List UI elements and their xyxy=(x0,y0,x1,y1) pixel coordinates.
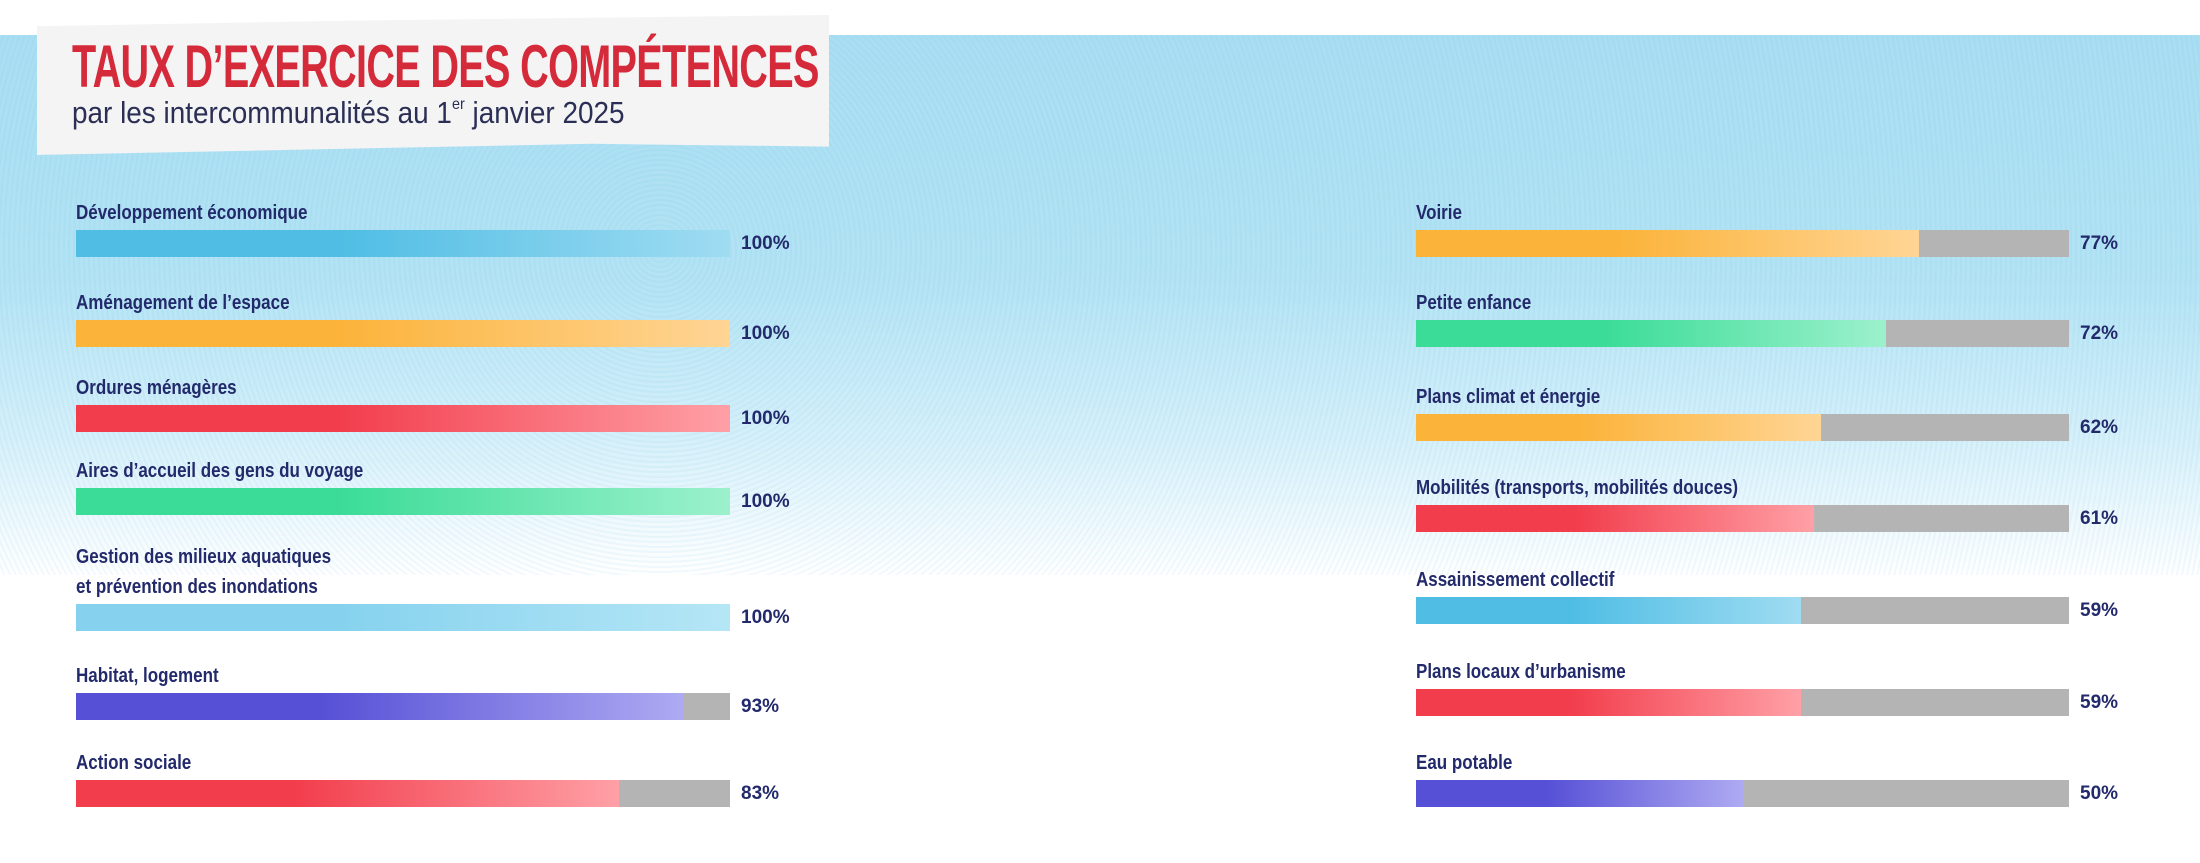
bar-remainder xyxy=(1416,230,2069,257)
bar-remainder xyxy=(76,320,730,347)
value-label: 83% xyxy=(741,783,780,804)
bar-fill xyxy=(1416,597,1802,624)
bar-label: Petite enfance xyxy=(1416,292,1532,314)
bar-fill xyxy=(1416,689,1802,716)
value-label: 50% xyxy=(2080,783,2119,804)
bar-remainder xyxy=(1416,414,2069,441)
bar-label: Aires d’accueil des gens du voyage xyxy=(76,460,364,482)
bar-fill xyxy=(1416,780,1743,807)
bar-remainder xyxy=(76,780,730,807)
bar-label: Habitat, logement xyxy=(76,665,219,687)
value-label: 72% xyxy=(2080,323,2119,344)
value-label: 100% xyxy=(741,323,790,344)
bar-label: Gestion des milieux aquatiques et préven… xyxy=(76,546,332,598)
value-label: 62% xyxy=(2080,417,2119,438)
bar-fill xyxy=(1416,414,1821,441)
value-label: 77% xyxy=(2080,233,2119,254)
bar-label: Aménagement de l’espace xyxy=(76,292,290,314)
bar-remainder xyxy=(76,230,730,257)
value-label: 61% xyxy=(2080,508,2119,529)
bar-fill xyxy=(1416,320,1887,347)
bar-remainder xyxy=(1416,505,2069,532)
bar-remainder xyxy=(1416,320,2069,347)
value-label: 93% xyxy=(741,696,780,717)
bar-remainder xyxy=(1416,597,2069,624)
bar-remainder xyxy=(76,488,730,515)
bar-label: Action sociale xyxy=(76,752,192,774)
bar-remainder xyxy=(76,405,730,432)
value-label: 100% xyxy=(741,607,790,628)
chart-subtitle: par les intercommunalités au 1er janvier… xyxy=(72,95,625,131)
bar-fill xyxy=(76,488,730,515)
bar-label: Mobilités (transports, mobilités douces) xyxy=(1416,477,1739,499)
bar-fill xyxy=(76,405,730,432)
bar-label: Assainissement collectif xyxy=(1416,569,1615,591)
title-card xyxy=(37,15,829,155)
bar-remainder xyxy=(76,693,730,720)
bar-label: Eau potable xyxy=(1416,752,1513,774)
value-label: 100% xyxy=(741,491,790,512)
bar-fill xyxy=(76,693,685,720)
bar-label: Plans locaux d’urbanisme xyxy=(1416,661,1626,683)
bar-label: Voirie xyxy=(1416,202,1462,224)
bar-fill xyxy=(76,320,730,347)
value-label: 100% xyxy=(741,408,790,429)
value-label: 59% xyxy=(2080,600,2119,621)
subtitle-superscript: er xyxy=(451,96,465,113)
bar-label: Plans climat et énergie xyxy=(1416,386,1601,408)
value-label: 59% xyxy=(2080,692,2119,713)
bar-label: Ordures ménagères xyxy=(76,377,237,399)
bar-fill xyxy=(76,604,730,631)
bar-remainder xyxy=(76,604,730,631)
bar-remainder xyxy=(1416,689,2069,716)
subtitle-text: par les intercommunalités au 1 xyxy=(72,95,452,130)
subtitle-date: janvier 2025 xyxy=(464,95,625,130)
value-label: 100% xyxy=(741,233,790,254)
bar-remainder xyxy=(1416,780,2069,807)
bar-fill xyxy=(76,780,619,807)
bar-fill xyxy=(1416,505,1815,532)
bar-fill xyxy=(1416,230,1919,257)
bar-fill xyxy=(76,230,730,257)
chart-title: TAUX D’EXERCICE DES COMPÉTENCES xyxy=(72,33,819,100)
bar-label: Développement économique xyxy=(76,202,308,224)
